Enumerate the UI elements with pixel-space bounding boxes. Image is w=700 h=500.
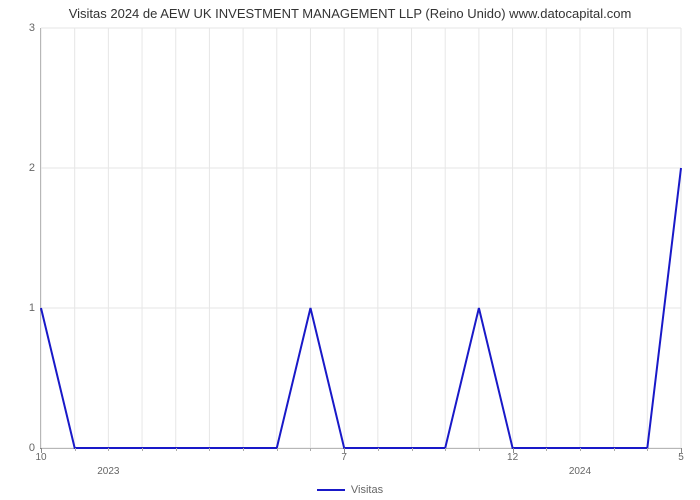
- legend-swatch: [317, 489, 345, 491]
- chart-container: Visitas 2024 de AEW UK INVESTMENT MANAGE…: [0, 0, 700, 500]
- x-minor-tick: [479, 448, 480, 451]
- x-minor-tick: [445, 448, 446, 451]
- legend: Visitas: [0, 484, 700, 496]
- x-minor-tick: [310, 448, 311, 451]
- x-minor-tick: [142, 448, 143, 451]
- y-tick-label: 0: [29, 442, 35, 454]
- x-year-label: 2023: [97, 466, 119, 477]
- x-minor-tick: [647, 448, 648, 451]
- x-tick-label: 12: [507, 452, 518, 463]
- x-minor-tick: [614, 448, 615, 451]
- x-minor-tick: [277, 448, 278, 451]
- x-tick-label: 7: [341, 452, 347, 463]
- y-tick-label: 1: [29, 302, 35, 314]
- x-tick-label: 10: [35, 452, 46, 463]
- y-tick-label: 3: [29, 22, 35, 34]
- x-minor-tick: [412, 448, 413, 451]
- legend-label: Visitas: [351, 484, 383, 496]
- x-minor-tick: [378, 448, 379, 451]
- x-tick-label: 5: [678, 452, 684, 463]
- x-minor-tick: [75, 448, 76, 451]
- chart-svg: [41, 28, 681, 448]
- x-minor-tick: [176, 448, 177, 451]
- x-year-label: 2024: [569, 466, 591, 477]
- plot-area: 012310712520232024: [40, 28, 681, 449]
- x-minor-tick: [580, 448, 581, 451]
- x-minor-tick: [209, 448, 210, 451]
- x-minor-tick: [108, 448, 109, 451]
- x-minor-tick: [546, 448, 547, 451]
- x-minor-tick: [243, 448, 244, 451]
- chart-title: Visitas 2024 de AEW UK INVESTMENT MANAGE…: [0, 6, 700, 21]
- y-tick-label: 2: [29, 162, 35, 174]
